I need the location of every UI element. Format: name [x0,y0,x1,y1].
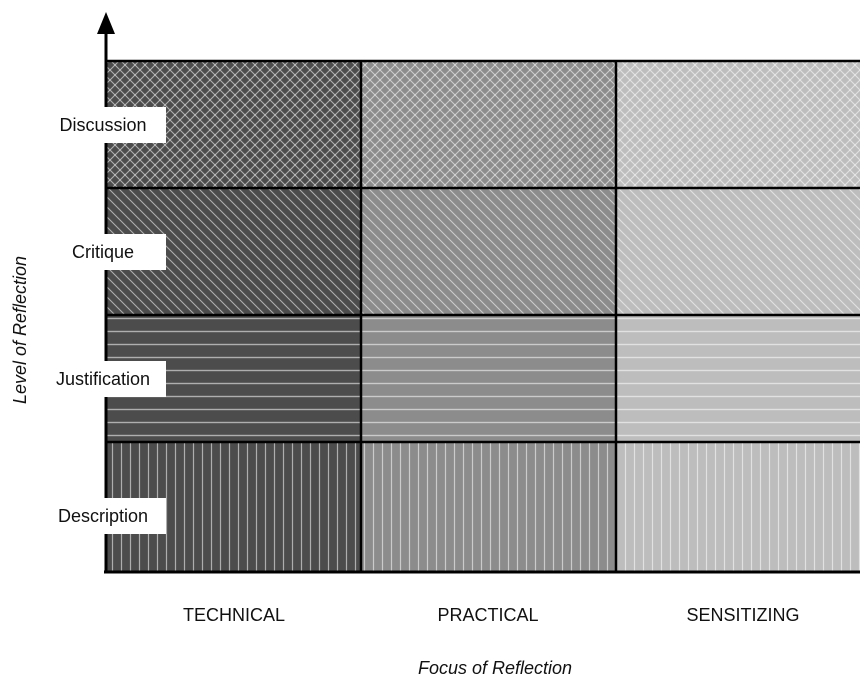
row-label-description: Description [40,498,166,534]
cell-discussion-practical [361,61,616,188]
col-label-sensitizing: SENSITIZING [686,605,800,625]
cell-description-practical [361,442,616,572]
row-label-discussion: Discussion [40,107,166,143]
x-axis-title: Focus of Reflection [417,658,573,678]
row-label-justification: Justification [40,361,166,397]
y-axis-arrowhead-icon [97,12,115,34]
col-label-technical: TECHNICAL [182,605,285,625]
cell-critique-sensitizing [616,188,860,315]
row-label-critique: Critique [40,234,166,270]
matrix-cells [106,61,860,572]
cell-critique-practical [361,188,616,315]
cell-description-sensitizing [616,442,860,572]
y-axis-title: Level of Reflection [10,255,30,405]
cell-justification-practical [361,315,616,442]
col-label-practical: PRACTICAL [437,605,539,625]
cell-justification-sensitizing [616,315,860,442]
cell-discussion-sensitizing [616,61,860,188]
